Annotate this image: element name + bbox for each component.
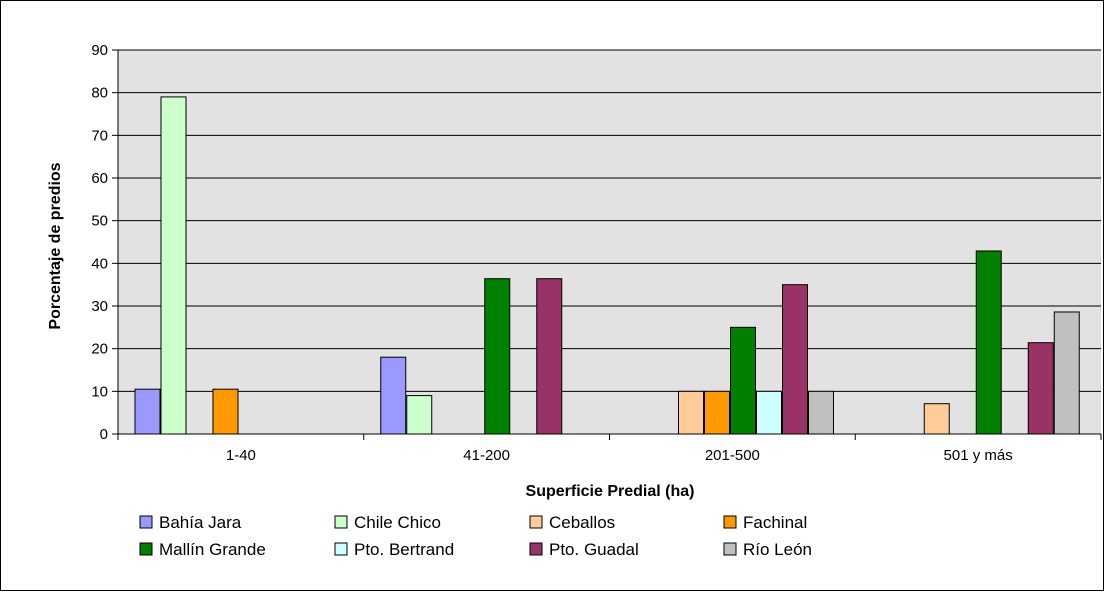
legend-label: Chile Chico: [354, 513, 441, 532]
y-tick-label: 10: [91, 383, 108, 400]
legend-swatch: [139, 542, 153, 556]
legend: Bahía Jara Chile Chico Ceballos Fachinal Mal…: [139, 513, 812, 559]
bar: [1027, 342, 1054, 435]
x-tick-label: 501 y más: [944, 447, 1013, 464]
x-tick-label: 201-500: [705, 447, 760, 464]
x-axis-label: Superficie Predial (ha): [526, 483, 695, 500]
y-tick-label: 20: [91, 341, 108, 358]
y-axis-label: Porcentaje de predios: [47, 162, 64, 329]
bar: [678, 390, 704, 435]
bar: [212, 388, 239, 435]
legend-swatch: [334, 542, 348, 556]
bar: [380, 356, 407, 435]
bar: [923, 403, 950, 435]
y-tick-label: 40: [91, 255, 108, 272]
bar: [484, 278, 511, 435]
legend-label: Pto. Bertrand: [354, 540, 454, 559]
y-tick-label: 30: [91, 298, 108, 315]
bar: [975, 250, 1002, 435]
legend-label: Fachinal: [743, 513, 807, 532]
y-tick-label: 70: [91, 127, 108, 144]
bar: [730, 326, 756, 435]
bar: [134, 388, 161, 435]
y-tick-label: 0: [100, 426, 108, 443]
y-tick-label: 90: [91, 42, 108, 59]
y-tick-label: 60: [91, 170, 108, 187]
legend-swatch: [723, 515, 737, 529]
legend-label: Mallín Grande: [159, 540, 266, 559]
x-tick-label: 1-40: [226, 447, 256, 464]
bar: [536, 278, 563, 435]
plot-area: [118, 50, 1101, 434]
legend-swatch: [529, 542, 543, 556]
bar: [782, 284, 808, 435]
bar: [1053, 311, 1080, 435]
bar: [808, 390, 834, 435]
bar: [406, 395, 433, 435]
legend-label: Bahía Jara: [159, 513, 242, 532]
legend-swatch: [334, 515, 348, 529]
legend-label: Río León: [743, 540, 812, 559]
legend-label: Ceballos: [549, 513, 615, 532]
y-tick-label: 50: [91, 213, 108, 230]
bar: [704, 390, 730, 435]
legend-swatch: [723, 542, 737, 556]
bar: [160, 96, 187, 435]
bar: [756, 390, 782, 435]
legend-swatch: [529, 515, 543, 529]
x-tick-label: 41-200: [463, 447, 510, 464]
legend-swatch: [139, 515, 153, 529]
y-tick-label: 80: [91, 85, 108, 102]
legend-label: Pto. Guadal: [549, 540, 639, 559]
